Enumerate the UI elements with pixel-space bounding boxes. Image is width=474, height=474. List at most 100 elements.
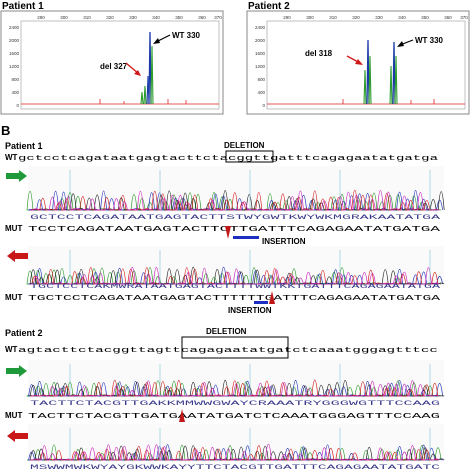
x-tick-label: 290	[283, 15, 291, 20]
b-patient2-trace1-area	[28, 360, 444, 398]
b-patient2-wt-sequence: agtacttctacggttagttcagagaatatgatctcaaatg…	[18, 347, 438, 355]
x-tick-label: 330	[375, 15, 383, 20]
b-patient2-title: Patient 2	[5, 328, 43, 338]
y-tick-label: 0	[262, 103, 265, 108]
trace-wave	[30, 445, 438, 461]
b-patient1-insertion-bar-2	[254, 301, 268, 304]
panel-b-letter: B	[1, 123, 10, 138]
y-tick-label: 400	[11, 90, 19, 95]
patient2-y-ticks: 2400 2000 1600 1200 800 400 0	[255, 25, 266, 108]
x-tick-label: 340	[152, 15, 160, 20]
trace-wave	[30, 267, 439, 285]
x-tick-label: 370	[460, 15, 468, 20]
b-patient2-trace2-basecalls: MSWWMWKWYAYGKWWKAYYTTCTACGTTGATTTCAGAGAA…	[30, 464, 440, 471]
b-patient1-reverse-arrow-icon	[7, 250, 28, 262]
x-tick-label: 310	[83, 15, 91, 20]
y-tick-label: 1200	[255, 64, 266, 69]
patient1-y-ticks: 2400 2000 1600 1200 800 400 0	[9, 25, 20, 108]
panel-b-patient2: Patient 2 DELETION WT agtacttctacggttagt…	[5, 327, 445, 471]
y-tick-label: 2000	[255, 38, 266, 43]
patient1-del-arrowhead	[134, 70, 141, 76]
patient2-peaks	[363, 39, 398, 105]
trace-wave	[30, 443, 440, 461]
patient1-del-label: del 327	[100, 62, 128, 71]
b-patient2-reverse-arrow-icon	[7, 430, 28, 442]
patient2-x-ticks: 290 300 310 320 330 340 350 360 370	[283, 15, 468, 20]
panel-b-patient1: Patient 1 DELETION WT gctcctcagataatgagt…	[5, 141, 445, 315]
x-tick-label: 340	[398, 15, 406, 20]
b-patient2-trace1	[25, 364, 445, 397]
b-patient2-mut-marker	[179, 409, 185, 422]
b-patient2-trace1-basecalls: TACTTCTACGTTGAKKMMWWGWAYCRAAATRYGGGWGTTT…	[30, 400, 440, 407]
b-patient2-trace2-area	[28, 424, 444, 462]
b-patient1-insertion-label-2: INSERTION	[228, 306, 272, 315]
b-patient2-deletion-box	[181, 336, 289, 359]
x-tick-label: 350	[175, 15, 183, 20]
patient1-x-ticks: 290 300 310 320 330 340 350 360 370	[37, 15, 222, 20]
patient2-del-label: del 318	[305, 49, 333, 58]
y-tick-label: 0	[16, 103, 19, 108]
x-tick-label: 310	[329, 15, 337, 20]
b-patient2-forward-arrow-icon	[6, 365, 27, 377]
x-tick-label: 370	[214, 15, 222, 20]
patient2-wt-label: WT 330	[415, 36, 444, 45]
y-tick-label: 1600	[9, 51, 20, 56]
b-patient1-mut1-label: MUT	[5, 224, 22, 233]
b-patient1-mut1-marker	[225, 226, 231, 239]
y-tick-label: 800	[11, 77, 19, 82]
x-tick-label: 330	[129, 15, 137, 20]
b-patient2-mut-sequence: TACTTCTACGTTGATGAATATGATCTCAAATGGGAGTTTC…	[28, 413, 441, 421]
b-patient1-deletion-box	[225, 150, 274, 163]
b-patient1-wt-label: WT	[5, 153, 18, 162]
b-patient1-insertion-label: INSERTION	[262, 237, 306, 246]
b-patient1-title: Patient 1	[5, 141, 43, 151]
patient2-del-arrowhead	[355, 59, 363, 65]
y-tick-label: 1200	[9, 64, 20, 69]
patient2-wt-arrowhead	[397, 41, 404, 47]
patient1-wt-label: WT 330	[172, 31, 201, 40]
x-tick-label: 350	[421, 15, 429, 20]
b-patient1-mut2-sequence: TGCTCCTCAGATAATGAGTACTTTTTTGATTTCAGAGAAT…	[28, 295, 441, 303]
x-tick-label: 320	[106, 15, 114, 20]
x-tick-label: 360	[444, 15, 452, 20]
panel-a-patient2: Patient 2 290 300 310 320 330 340 350 36…	[246, 1, 470, 115]
x-tick-label: 320	[352, 15, 360, 20]
patient1-title: Patient 1	[2, 1, 44, 12]
b-patient2-mut-label: MUT	[5, 411, 22, 420]
b-patient1-insertion-bar	[233, 236, 259, 239]
b-patient1-mut2-label: MUT	[5, 293, 22, 302]
b-patient2-trace2	[26, 428, 445, 461]
panel-a-patient1: Patient 1 290 300 310 320 330 340 350 36…	[0, 1, 224, 115]
b-patient1-wt-sequence: gctcctcagataatgagtacttctacggttgatttcagag…	[18, 155, 438, 163]
b-patient1-trace2	[26, 250, 445, 285]
trace-wave	[30, 190, 440, 211]
trace-wave	[30, 380, 440, 397]
patient1-wt-arrowhead	[153, 38, 160, 44]
trace-wave	[30, 266, 440, 285]
x-tick-label: 300	[60, 15, 68, 20]
patient1-plot-area	[20, 20, 220, 110]
y-tick-label: 1600	[255, 51, 266, 56]
x-tick-label: 360	[198, 15, 206, 20]
b-patient1-mut2-marker	[269, 291, 275, 304]
y-tick-label: 2400	[255, 25, 266, 30]
b-patient1-trace1	[26, 170, 445, 211]
trace-wave	[30, 379, 439, 397]
b-patient1-trace1-basecalls: GCTCCTCAGATAATGAGTACTTSTWYGWTKWYWKMGRAKA…	[30, 214, 440, 221]
patient1-peaks	[140, 31, 154, 105]
b-patient1-forward-arrow-icon	[6, 170, 27, 182]
patient1-baseline-spikes	[99, 99, 187, 104]
y-tick-label: 2400	[9, 25, 20, 30]
b-patient1-deletion-label: DELETION	[224, 141, 265, 150]
b-patient2-wt-label: WT	[5, 345, 18, 354]
x-tick-label: 300	[306, 15, 314, 20]
b-patient2-deletion-label: DELETION	[206, 327, 247, 336]
y-tick-label: 800	[257, 77, 265, 82]
trace-wave	[29, 445, 445, 461]
y-tick-label: 400	[257, 90, 265, 95]
patient2-baseline-spikes	[342, 99, 435, 104]
b-patient1-trace2-basecalls: TGCTCCTCAKMWRATAATGAGTACTTTTWWTKKTGATTTC…	[30, 283, 440, 290]
patient2-title: Patient 2	[248, 1, 290, 12]
x-tick-label: 290	[37, 15, 45, 20]
